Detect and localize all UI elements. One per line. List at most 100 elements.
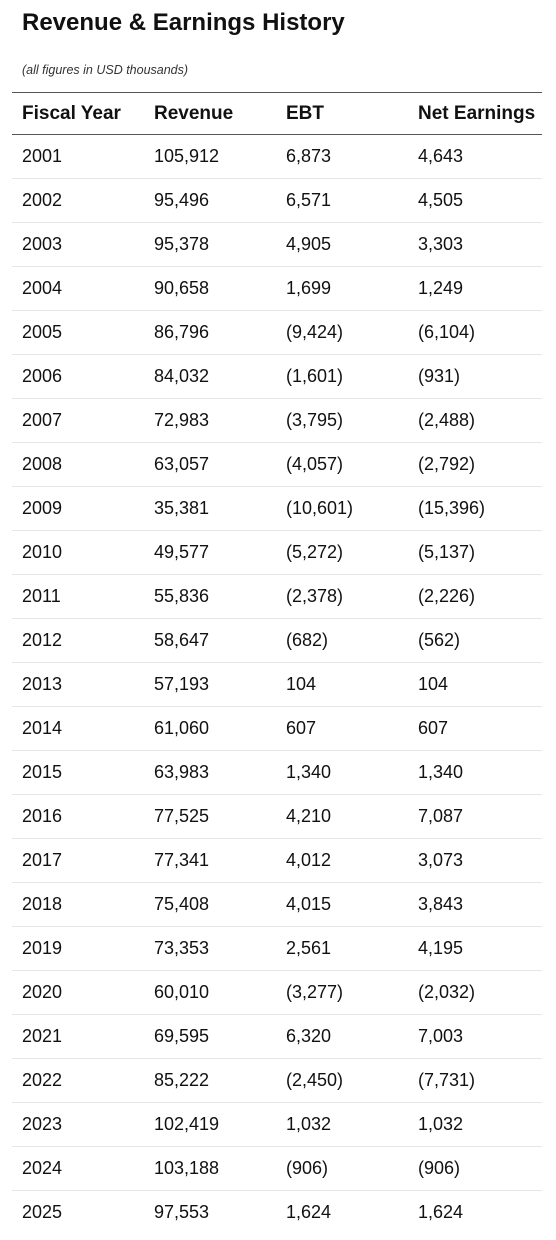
cell-revenue: 86,796 — [144, 310, 276, 355]
cell-revenue: 61,060 — [144, 706, 276, 751]
cell-ebt: 2,561 — [276, 926, 408, 971]
cell-fiscal-year: 2016 — [12, 794, 144, 839]
cell-revenue: 105,912 — [144, 134, 276, 179]
table-row: 2006 84,032 (1,601) (931) — [12, 354, 542, 399]
cell-revenue: 77,341 — [144, 838, 276, 883]
cell-ebt: 1,032 — [276, 1102, 408, 1147]
cell-net-earnings: (2,226) — [408, 574, 542, 619]
cell-ebt: (3,795) — [276, 398, 408, 443]
cell-revenue: 63,983 — [144, 750, 276, 795]
cell-net-earnings: 7,087 — [408, 794, 542, 839]
table-row: 2016 77,525 4,210 7,087 — [12, 794, 542, 839]
cell-revenue: 69,595 — [144, 1014, 276, 1059]
cell-revenue: 77,525 — [144, 794, 276, 839]
cell-ebt: (906) — [276, 1146, 408, 1191]
table-row: 2019 73,353 2,561 4,195 — [12, 926, 542, 971]
cell-fiscal-year: 2006 — [12, 354, 144, 399]
table-row: 2013 57,193 104 104 — [12, 662, 542, 707]
table-row: 2015 63,983 1,340 1,340 — [12, 750, 542, 795]
cell-ebt: 1,624 — [286, 1202, 332, 1223]
cell-net-earnings: 607 — [408, 706, 542, 751]
cell-net-earnings: 3,843 — [408, 882, 542, 927]
table-row: 2012 58,647 (682) (562) — [12, 618, 542, 663]
cell-ebt: (2,450) — [276, 1058, 408, 1103]
table-header-row: Fiscal Year Revenue EBT Net Earnings — [12, 92, 542, 135]
cell-fiscal-year: 2014 — [12, 706, 144, 751]
cell-fiscal-year: 2013 — [12, 662, 144, 707]
cell-ebt: 4,210 — [276, 794, 408, 839]
cell-net-earnings: 4,643 — [408, 134, 542, 179]
cell-revenue: 95,496 — [144, 178, 276, 223]
cell-fiscal-year: 2007 — [12, 398, 144, 443]
table-row: 2003 95,378 4,905 3,303 — [12, 222, 542, 267]
units-note: (all figures in USD thousands) — [22, 63, 189, 77]
cell-net-earnings: 1,032 — [408, 1102, 542, 1147]
cell-net-earnings: (931) — [408, 354, 542, 399]
cell-fiscal-year: 2011 — [12, 574, 144, 619]
cell-ebt: (4,057) — [276, 442, 408, 487]
cell-revenue: 63,057 — [144, 442, 276, 487]
cell-net-earnings: 4,505 — [408, 178, 542, 223]
cell-revenue: 75,408 — [144, 882, 276, 927]
cell-fiscal-year: 2005 — [12, 310, 144, 355]
table-row: 2002 95,496 6,571 4,505 — [12, 178, 542, 223]
table-body: 2001 105,912 6,873 4,643 2002 95,496 6,571 4,50… — [12, 134, 542, 1235]
cell-ebt: 6,571 — [276, 178, 408, 223]
cell-fiscal-year: 2024 — [12, 1146, 144, 1191]
table-row: 2023 102,419 1,032 1,032 — [12, 1102, 542, 1147]
table-row: 2024 103,188 (906) (906) — [12, 1146, 542, 1191]
cell-net-earnings: 1,249 — [408, 266, 542, 311]
cell-revenue: 57,193 — [144, 662, 276, 707]
cell-net-earnings: (906) — [408, 1146, 542, 1191]
header-fiscal-year: Fiscal Year — [12, 92, 144, 135]
cell-fiscal-year: 2003 — [12, 222, 144, 267]
cell-revenue: 102,419 — [144, 1102, 276, 1147]
cell-net-earnings: (6,104) — [408, 310, 542, 355]
table-row: 2007 72,983 (3,795) (2,488) — [12, 398, 542, 443]
cell-net-earnings: (2,032) — [408, 970, 542, 1015]
cell-net-earnings: (2,488) — [408, 398, 542, 443]
cell-revenue: 97,553 — [154, 1202, 210, 1223]
cell-revenue: 85,222 — [144, 1058, 276, 1103]
table-row: 2020 60,010 (3,277) (2,032) — [12, 970, 542, 1015]
cell-revenue: 84,032 — [144, 354, 276, 399]
cell-ebt: (2,378) — [276, 574, 408, 619]
cell-ebt: (1,601) — [276, 354, 408, 399]
cell-ebt: 1,340 — [276, 750, 408, 795]
cell-ebt: 6,320 — [276, 1014, 408, 1059]
cell-revenue: 58,647 — [144, 618, 276, 663]
cell-fiscal-year: 2002 — [12, 178, 144, 223]
table-row: 2018 75,408 4,015 3,843 — [12, 882, 542, 927]
cell-ebt: 4,015 — [276, 882, 408, 927]
cell-ebt: (682) — [276, 618, 408, 663]
cell-net-earnings: (2,792) — [408, 442, 542, 487]
cell-fiscal-year: 2021 — [12, 1014, 144, 1059]
cell-revenue: 103,188 — [144, 1146, 276, 1191]
table-row: 2004 90,658 1,699 1,249 — [12, 266, 542, 311]
header-revenue: Revenue — [144, 92, 276, 135]
cell-revenue: 72,983 — [144, 398, 276, 443]
header-ebt: EBT — [276, 92, 408, 135]
cell-net-earnings: 1,340 — [408, 750, 542, 795]
revenue-earnings-table: Fiscal Year Revenue EBT Net Earnings 200… — [12, 92, 542, 1235]
table-row: 2021 69,595 6,320 7,003 — [12, 1014, 542, 1059]
page-title: Revenue & Earnings History — [22, 9, 345, 36]
table-row: 2001 105,912 6,873 4,643 — [12, 134, 542, 179]
cell-ebt: (3,277) — [276, 970, 408, 1015]
table-row: 2022 85,222 (2,450) (7,731) — [12, 1058, 542, 1103]
table-row: 2010 49,577 (5,272) (5,137) — [12, 530, 542, 575]
cell-ebt: (9,424) — [276, 310, 408, 355]
table-row: 2008 63,057 (4,057) (2,792) — [12, 442, 542, 487]
header-net-earnings: Net Earnings — [408, 92, 542, 135]
cell-net-earnings: 3,073 — [408, 838, 542, 883]
cell-fiscal-year: 2018 — [12, 882, 144, 927]
cell-ebt: 6,873 — [276, 134, 408, 179]
cell-fiscal-year: 2015 — [12, 750, 144, 795]
cell-revenue: 49,577 — [144, 530, 276, 575]
cell-fiscal-year: 2025 — [22, 1202, 63, 1223]
table-row: 2005 86,796 (9,424) (6,104) — [12, 310, 542, 355]
cell-fiscal-year: 2023 — [12, 1102, 144, 1147]
cell-net-earnings: (5,137) — [408, 530, 542, 575]
cell-revenue: 95,378 — [144, 222, 276, 267]
cell-net-earnings: (15,396) — [408, 486, 542, 531]
